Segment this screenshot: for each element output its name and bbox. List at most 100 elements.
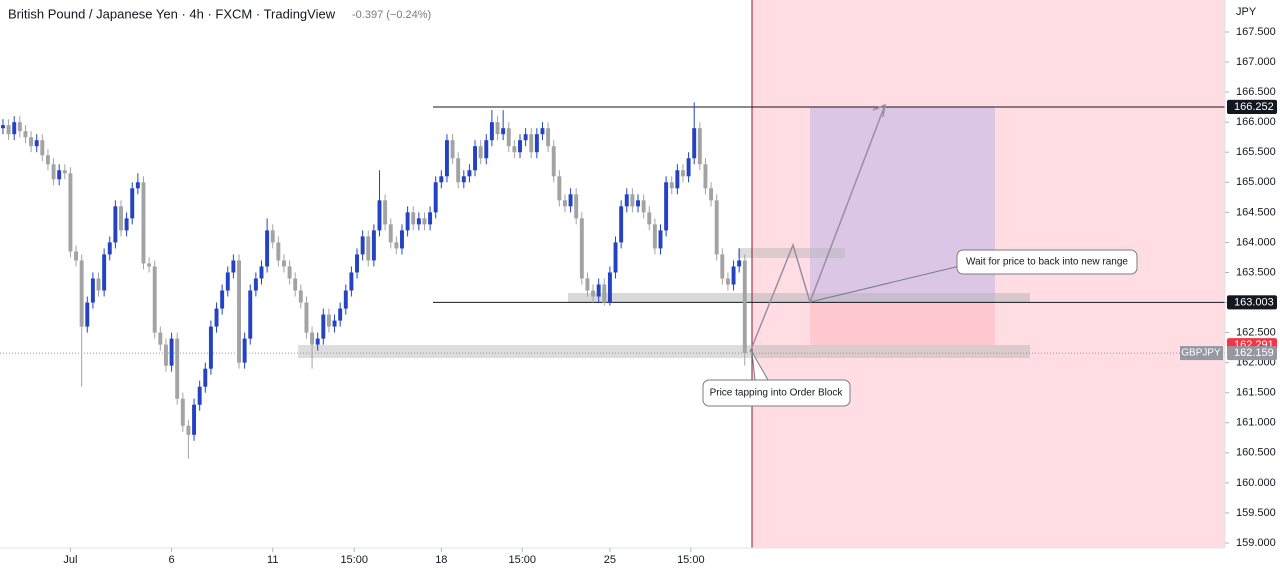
drawings-over: Wait for price to back into new range Pri… [702,103,1138,407]
candle-body [158,332,163,345]
candle-body [591,290,596,297]
candle-body [29,137,34,147]
candle-body [669,182,674,189]
candle-body [130,188,135,219]
y-tick-label: 161.500 [1236,387,1276,399]
candle-body [681,170,685,177]
callout-pointer [751,351,769,381]
change: -0.397 (−0.24%) [352,9,431,21]
candle-body [355,254,359,273]
candle-body [602,284,607,303]
candle-body [450,140,455,159]
x-tick-label: 15:00 [508,554,536,566]
candle-body [343,290,348,309]
y-tick-label: 165.500 [1236,146,1276,158]
candle-body [287,266,292,279]
candle-body [636,200,640,207]
candle-body [647,212,652,225]
order-block [568,293,1030,302]
candle-body [17,122,22,132]
candle-body [107,242,112,255]
x-tick-label: 15:00 [677,554,705,566]
candle-body [304,302,309,333]
candle-body [562,200,567,207]
candle-body [147,263,152,267]
candle-body [546,128,551,147]
candle-body [433,182,438,213]
price-badge-label: 163.003 [1234,296,1274,308]
candle-body [152,266,157,333]
candle-body [276,242,281,261]
candle-body [79,260,84,327]
candle-body [658,230,663,249]
candle-body [135,182,140,189]
candle-body [371,230,376,261]
candle-body [731,266,736,285]
candle-body [40,140,45,156]
callout-pointer [809,265,961,303]
price-badge [1227,295,1277,310]
order-block [738,248,845,258]
y-tick-label: 162.500 [1236,326,1276,338]
candle-body [326,314,331,327]
candle-body [192,404,197,435]
candle-body [551,146,556,177]
y-tick-label: 167.000 [1236,56,1276,68]
candle-body [242,338,247,363]
x-tick-label: 15:00 [340,554,368,566]
y-tick-label: 159.500 [1236,507,1276,519]
candle-body [124,218,129,231]
candle-body [321,314,326,339]
candle-body [57,170,62,180]
candle-body [6,125,11,135]
y-tick-label: 167.500 [1236,26,1276,38]
callout-box [956,249,1138,275]
candle-body [85,302,90,327]
candle-body [51,164,56,180]
candle-body [253,278,258,291]
y-tick-label: 166.000 [1236,116,1276,128]
candle-body [630,194,635,207]
candle-body [737,260,742,267]
candle-body [534,134,539,153]
candle-body [439,176,444,183]
candle-body [141,182,146,264]
candle-body [45,155,50,165]
candle-body [692,128,697,159]
chart-title: British Pound / Japanese Yen · 4h · FXCM… [8,6,336,21]
candle-body [473,146,478,171]
candle-body [220,290,225,309]
candle-body [714,200,719,255]
candle-body [270,230,275,243]
candle-body [501,128,506,135]
candles [1,102,747,459]
candle-body [298,290,303,303]
candle-body [62,170,67,174]
y-tick-label: 160.500 [1236,447,1276,459]
candle-body [293,278,298,291]
candle-body [411,212,416,225]
candle-body [332,320,337,327]
candle-body [557,176,562,201]
price-badge-label: 162.159 [1234,347,1274,359]
stop-zone [810,302,995,346]
x-tick-label: Jul [63,554,77,566]
candle-body [523,134,528,141]
symbol-badge-label: GBPJPY [1181,348,1221,359]
candle-body [697,128,702,165]
candle-body [383,200,388,225]
candle-body [282,260,286,267]
candle-body [34,140,39,147]
candle-body [624,194,629,207]
candle-body [237,260,241,363]
candle-body [169,338,174,366]
candle-body [416,218,421,225]
candle-body [310,332,315,345]
price-badge [1227,346,1277,361]
candle-body [214,308,219,327]
candle-body [529,134,534,153]
candle-body [74,251,79,261]
candle-body [203,368,208,387]
candle-body [388,224,393,243]
